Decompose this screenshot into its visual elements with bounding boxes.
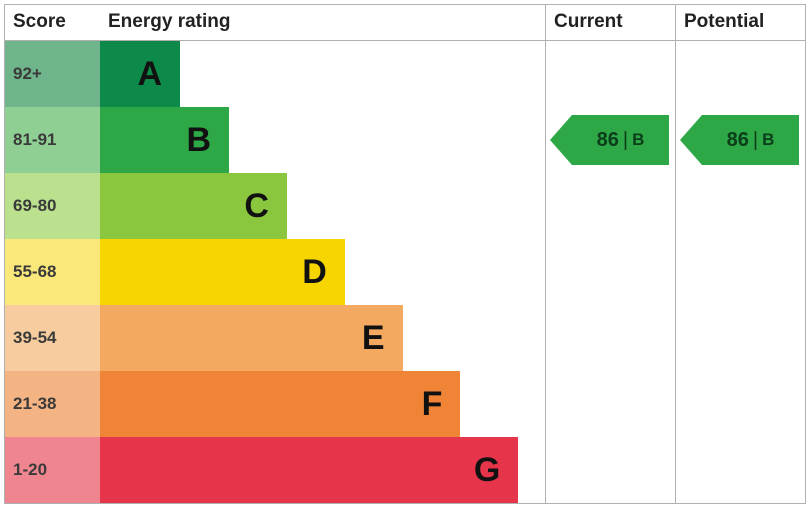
epc-chart: Score Energy rating Current Potential 92… (4, 4, 806, 504)
arrow-value: 86 (597, 129, 619, 152)
current-cell (545, 305, 675, 371)
potential-cell (675, 41, 805, 107)
potential-cell (675, 305, 805, 371)
header-current: Current (545, 5, 675, 41)
score-cell: 39-54 (5, 305, 100, 371)
potential-cell (675, 437, 805, 503)
score-cell: 69-80 (5, 173, 100, 239)
current-cell (545, 239, 675, 305)
rating-letter: D (302, 253, 327, 292)
rating-letter: E (362, 319, 385, 358)
potential-cell (675, 173, 805, 239)
current-cell (545, 437, 675, 503)
arrow-body: 86 | B (702, 115, 799, 165)
arrow-body: 86 | B (572, 115, 669, 165)
current-cell: 86 | B (545, 107, 675, 173)
current-cell (545, 371, 675, 437)
rating-letter: B (186, 121, 211, 160)
arrow-head-icon (680, 115, 702, 165)
arrow-letter: B (762, 130, 774, 150)
rating-bar-cell: D (100, 239, 545, 305)
score-cell: 81-91 (5, 107, 100, 173)
rating-bar-g: G (100, 437, 518, 503)
rating-bar-cell: G (100, 437, 545, 503)
current-cell (545, 41, 675, 107)
rating-bar-e: E (100, 305, 403, 371)
rating-letter: A (138, 55, 163, 94)
rating-bar-c: C (100, 173, 287, 239)
arrow-head-icon (550, 115, 572, 165)
score-cell: 21-38 (5, 371, 100, 437)
rating-bar-cell: C (100, 173, 545, 239)
rating-bar-cell: F (100, 371, 545, 437)
potential-cell (675, 371, 805, 437)
score-cell: 92+ (5, 41, 100, 107)
current-cell (545, 173, 675, 239)
arrow-letter: B (632, 130, 644, 150)
rating-bar-f: F (100, 371, 460, 437)
rating-letter: F (422, 385, 443, 424)
rating-bar-d: D (100, 239, 345, 305)
rating-bar-a: A (100, 41, 180, 107)
rating-bar-cell: A (100, 41, 545, 107)
potential-arrow: 86 | B (680, 115, 799, 165)
header-potential: Potential (675, 5, 805, 41)
potential-cell (675, 239, 805, 305)
rating-bar-cell: E (100, 305, 545, 371)
current-arrow: 86 | B (550, 115, 669, 165)
header-rating: Energy rating (100, 5, 545, 41)
rating-letter: C (244, 187, 269, 226)
rating-bar-b: B (100, 107, 229, 173)
rating-bar-cell: B (100, 107, 545, 173)
potential-cell: 86 | B (675, 107, 805, 173)
header-score: Score (5, 5, 100, 41)
score-cell: 1-20 (5, 437, 100, 503)
arrow-value: 86 (727, 129, 749, 152)
score-cell: 55-68 (5, 239, 100, 305)
rating-letter: G (474, 451, 500, 490)
